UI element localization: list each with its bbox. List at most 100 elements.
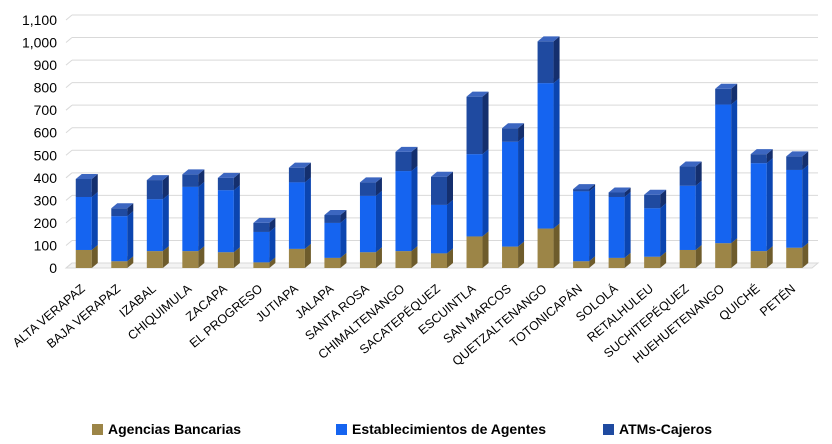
- bar-2-9-front: [395, 151, 412, 172]
- bar-0-5-side: [269, 257, 276, 268]
- bar-2-15-front: [608, 192, 625, 197]
- bar-1-13-front: [537, 83, 554, 229]
- bar-1-3-front: [182, 186, 199, 252]
- bar-2-1-top: [111, 203, 134, 209]
- bar-1-12-front: [502, 141, 519, 247]
- bar-2-10-top: [431, 171, 453, 177]
- bar-0-15-front: [608, 257, 625, 268]
- bar-2-12-front: [502, 128, 519, 142]
- bar-0-3-side: [198, 246, 205, 268]
- y-tick-label: 1,100: [22, 12, 57, 28]
- gridline-depth: [65, 149, 73, 156]
- gridline-depth: [65, 14, 73, 21]
- bar-2-17-front: [679, 166, 696, 186]
- bar-0-15-side: [624, 252, 631, 268]
- gridline-depth: [65, 127, 73, 134]
- bar-2-2-front: [146, 180, 163, 200]
- bar-2-18-top: [715, 83, 738, 89]
- bar-0-19-front: [750, 251, 767, 268]
- bar-0-20-front: [786, 247, 803, 268]
- bar-1-7-side: [340, 217, 347, 258]
- bar-2-5-top: [253, 217, 276, 223]
- bar-2-18-front: [715, 88, 732, 105]
- gridline-depth: [65, 172, 73, 179]
- bar-1-20-front: [786, 169, 803, 248]
- bar-2-16-top: [644, 189, 667, 195]
- bar-1-10-front: [431, 204, 447, 254]
- legend: Agencias Bancarias Establecimientos de A…: [0, 421, 832, 441]
- bar-2-6-top: [288, 162, 311, 168]
- bar-1-14-front: [573, 191, 590, 262]
- y-tick-label: 700: [34, 102, 58, 118]
- gridline-depth: [65, 217, 73, 224]
- bar-0-11-front: [466, 236, 483, 268]
- bar-0-10-front: [431, 253, 447, 268]
- bar-0-9-front: [395, 251, 412, 268]
- bar-0-5-front: [253, 262, 270, 268]
- bar-2-14-top: [573, 184, 596, 190]
- gridline-depth: [65, 240, 73, 246]
- bar-0-13-side: [553, 223, 560, 268]
- bar-2-6-side: [304, 162, 311, 183]
- bar-0-17-front: [679, 249, 696, 268]
- bar-2-19-front: [750, 154, 767, 164]
- bar-2-7-side: [340, 210, 347, 223]
- bar-1-17-front: [679, 185, 696, 250]
- bar-1-11-side: [482, 149, 489, 237]
- bar-1-5-front: [253, 231, 270, 263]
- bar-2-3-side: [198, 169, 205, 187]
- bar-0-12-front: [502, 246, 519, 268]
- bar-0-18-front: [715, 243, 732, 268]
- bar-1-1-side: [127, 211, 134, 262]
- bar-2-7-front: [324, 215, 341, 223]
- gridline-depth: [65, 59, 73, 66]
- bar-1-6-front: [288, 182, 305, 249]
- bar-2-13-front: [537, 41, 554, 84]
- bar-0-7-side: [340, 252, 347, 268]
- bar-2-4-front: [217, 177, 234, 191]
- bar-1-9-side: [411, 166, 418, 252]
- bar-0-11-side: [482, 231, 489, 268]
- bar-0-8-front: [359, 252, 376, 268]
- bar-2-20-top: [786, 151, 809, 157]
- bar-0-1-front: [111, 261, 128, 268]
- legend-item-agencias: Agencias Bancarias: [92, 421, 241, 437]
- bar-2-7-top: [324, 210, 347, 216]
- bar-0-6-front: [288, 248, 305, 268]
- bar-2-4-side: [233, 172, 240, 191]
- bar-0-1-side: [127, 256, 134, 268]
- bar-1-6-side: [304, 177, 311, 249]
- bar-0-12-side: [518, 241, 525, 268]
- bar-2-10-side: [447, 171, 453, 205]
- bar-1-18-front: [715, 104, 732, 244]
- legend-label-establecimientos: Establecimientos de Agentes: [352, 421, 546, 437]
- bar-1-7-front: [324, 222, 341, 258]
- bar-2-15-side: [624, 187, 631, 197]
- bar-2-20-front: [786, 156, 803, 170]
- bar-1-0-front: [75, 196, 92, 250]
- bar-2-5-front: [253, 222, 270, 232]
- bar-2-11-side: [482, 91, 489, 155]
- y-tick-label: 500: [34, 147, 58, 163]
- bar-2-11-front: [466, 96, 483, 155]
- bar-0-6-side: [304, 243, 311, 268]
- bar-2-8-side: [375, 177, 382, 196]
- bar-2-4-top: [217, 172, 240, 178]
- y-tick-label: 400: [34, 170, 58, 186]
- bar-0-10-side: [447, 248, 453, 268]
- bar-1-9-front: [395, 171, 412, 252]
- legend-swatch-establecimientos: [336, 423, 347, 435]
- bar-2-3-front: [182, 174, 199, 187]
- y-tick-label: 300: [34, 192, 58, 208]
- bar-2-3-top: [182, 169, 205, 175]
- bar-2-14-front: [573, 189, 590, 192]
- bar-1-13-side: [553, 78, 560, 229]
- bar-0-2-side: [162, 246, 169, 268]
- legend-swatch-atms: [603, 423, 614, 435]
- bar-2-9-top: [395, 146, 418, 152]
- gridline-depth: [65, 104, 73, 111]
- gridline-depth: [65, 194, 73, 201]
- bar-0-4-front: [217, 252, 234, 268]
- bar-0-19-side: [766, 246, 773, 268]
- bar-2-0-side: [91, 173, 98, 197]
